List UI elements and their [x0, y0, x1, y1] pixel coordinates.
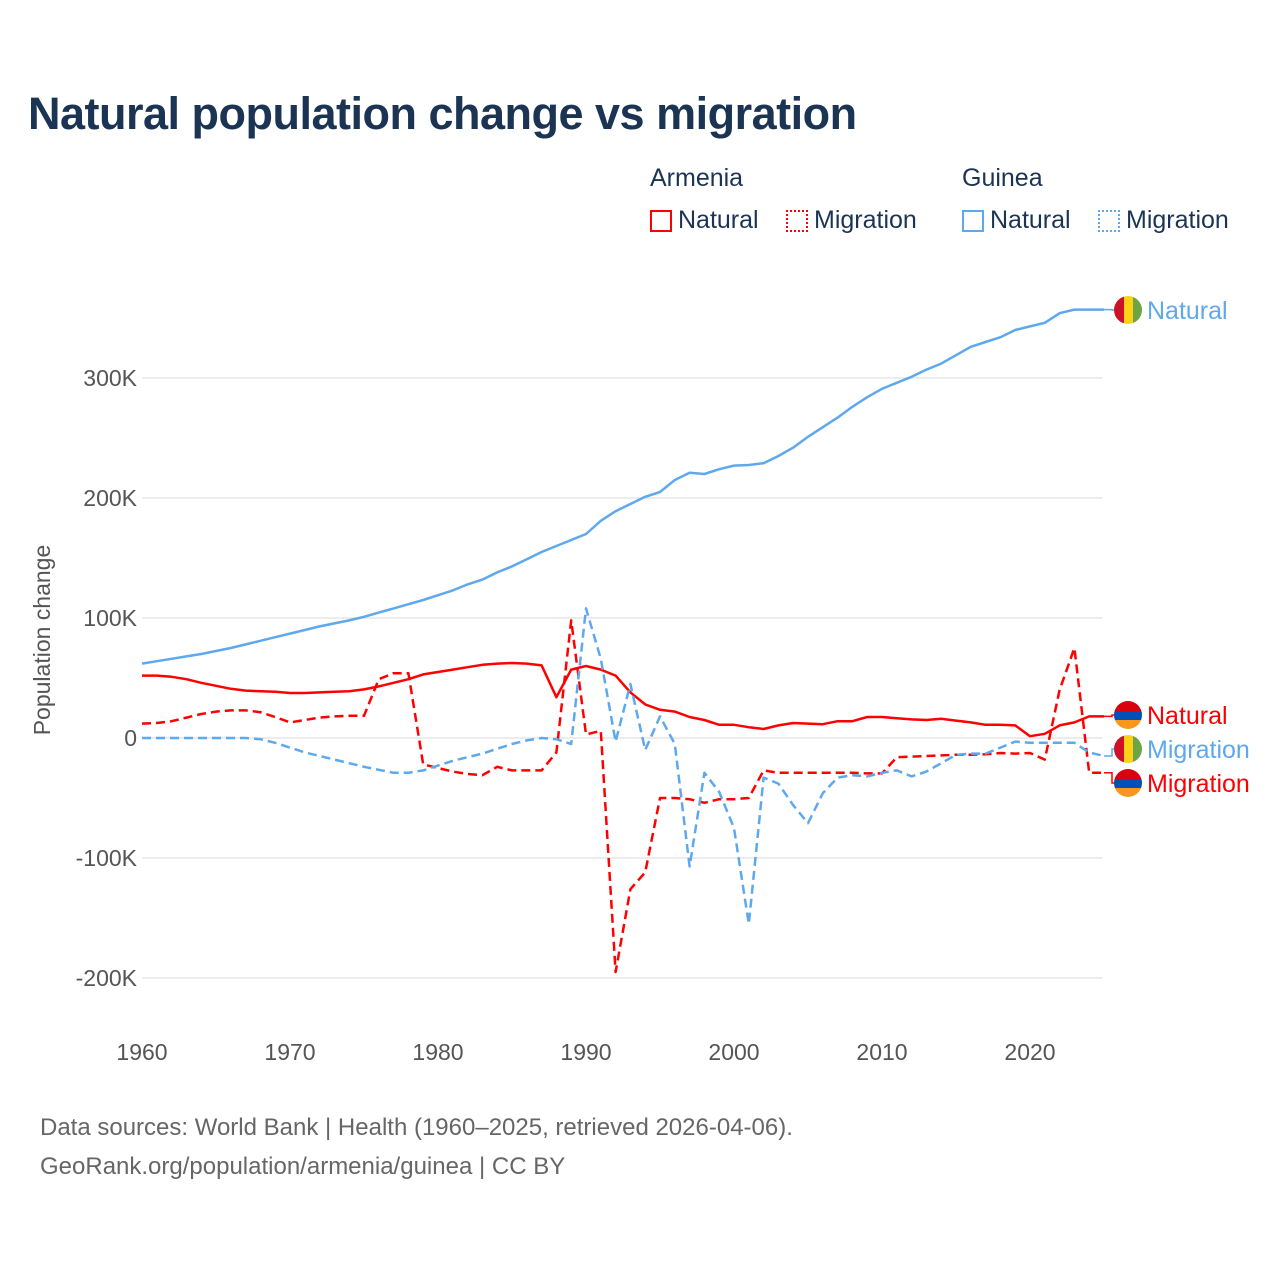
y-tick-label: 100K	[83, 605, 137, 631]
x-tick-label: 2020	[1004, 1039, 1055, 1065]
y-tick-label: 300K	[83, 365, 137, 391]
legend-group-guinea: Guinea	[962, 164, 1043, 192]
legend-guinea-migration[interactable]: Migration	[1098, 206, 1229, 235]
chart-title: Natural population change vs migration	[28, 88, 857, 139]
source-line-2[interactable]: GeoRank.org/population/armenia/guinea | …	[40, 1153, 566, 1180]
legend-armenia-migration[interactable]: Migration	[786, 206, 917, 235]
legend-dotted-swatch-icon	[786, 209, 808, 232]
series-line-guinea-natural[interactable]	[141, 308, 1104, 665]
armenia-flag-icon	[1114, 769, 1142, 797]
x-tick-label: 1990	[560, 1039, 611, 1065]
end-label-connector	[1104, 748, 1114, 757]
end-label-guinea-migration: Migration	[1147, 736, 1250, 764]
armenia-flag-icon	[1114, 701, 1142, 729]
x-tick-label: 1980	[412, 1039, 463, 1065]
x-tick-label: 1970	[264, 1039, 315, 1065]
y-tick-label: -100K	[76, 845, 138, 871]
legend-solid-swatch-icon	[962, 209, 984, 232]
legend-armenia-natural[interactable]: Natural	[650, 206, 759, 235]
legend-label: Natural	[990, 206, 1071, 234]
source-line-1: Data sources: World Bank | Health (1960–…	[40, 1114, 793, 1141]
series-line-guinea-migration[interactable]	[142, 607, 1105, 926]
y-tick-label: -200K	[76, 965, 138, 991]
legend-label: Migration	[1126, 206, 1229, 234]
source-note: Data sources: World Bank | Health (1960–…	[40, 1108, 793, 1186]
x-tick-label: 1960	[116, 1039, 167, 1065]
legend-label: Natural	[678, 206, 759, 234]
x-tick-label: 2010	[856, 1039, 907, 1065]
end-label-connector	[1104, 772, 1114, 784]
x-tick-label: 2000	[708, 1039, 759, 1065]
legend-dotted-swatch-icon	[1098, 209, 1120, 232]
guinea-flag-icon	[1114, 735, 1142, 763]
legend-guinea-natural[interactable]: Natural	[962, 206, 1071, 235]
guinea-flag-icon	[1114, 296, 1142, 324]
series-line-armenia-migration[interactable]	[141, 619, 1104, 974]
end-label-connector	[1104, 714, 1114, 718]
end-label-guinea-natural: Natural	[1147, 297, 1228, 325]
legend-solid-swatch-icon	[650, 209, 672, 232]
series-line-armenia-natural[interactable]	[142, 661, 1104, 738]
legend-label: Migration	[814, 206, 917, 234]
end-label-armenia-migration: Migration	[1147, 770, 1250, 798]
end-label-armenia-natural: Natural	[1147, 702, 1228, 730]
y-tick-label: 0	[124, 725, 137, 751]
y-tick-label: 200K	[83, 485, 137, 511]
y-axis-label: Population change	[29, 545, 55, 736]
legend-group-armenia: Armenia	[650, 164, 744, 192]
